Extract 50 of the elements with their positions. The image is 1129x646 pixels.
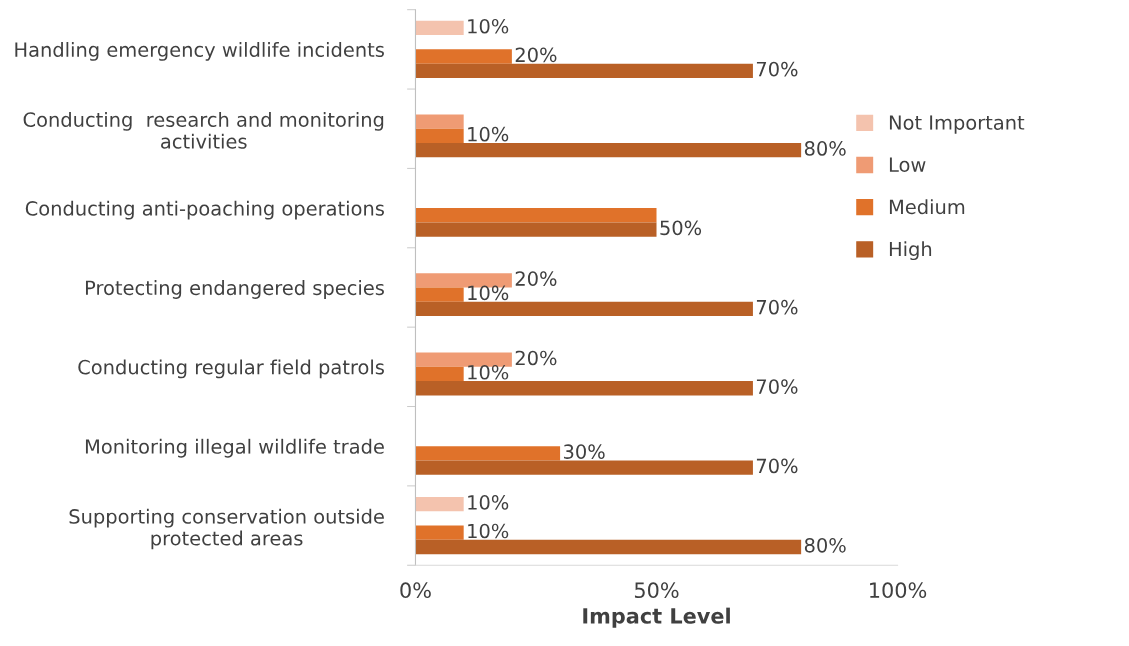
bar (415, 128, 464, 144)
bar (415, 143, 802, 158)
data-label: 20% (515, 271, 557, 286)
data-label: 10% (468, 495, 509, 510)
data-label: 10% (468, 18, 509, 34)
bar (415, 301, 753, 317)
data-label: 70% (756, 299, 798, 315)
data-label: 50% (660, 220, 702, 236)
bar (415, 366, 464, 382)
bar (415, 20, 464, 36)
data-label: 70% (756, 458, 798, 474)
data-label: 70% (756, 379, 798, 394)
y-tick-label: Conducting regular field patrols (78, 359, 384, 379)
y-tick-label: Supporting conservation outside protected areas (69, 508, 384, 550)
x-tick-label: 100% (870, 582, 927, 599)
y-tick-label: Conducting anti-poaching operations (25, 200, 384, 220)
legend-label: Low (889, 157, 926, 173)
legend-label: Not Important (889, 115, 1025, 134)
bar (415, 446, 561, 461)
bar (415, 222, 657, 237)
y-tick-label: Conducting research and monitoring activities (23, 111, 384, 149)
data-label: 20% (515, 47, 557, 63)
y-tick-label: Handling emergency wildlife incidents (15, 41, 384, 61)
bar (415, 287, 464, 302)
data-label: 80% (804, 141, 846, 156)
legend-label: High (889, 241, 932, 261)
x-axis-title: Impact Level (583, 607, 730, 628)
bar (415, 539, 802, 555)
x-tick-label: 0% (400, 582, 431, 599)
data-label: 80% (804, 537, 846, 553)
bar (415, 525, 464, 540)
bar (415, 352, 512, 367)
x-tick-label: 50% (634, 582, 679, 599)
bar (415, 381, 753, 396)
data-label: 30% (563, 444, 605, 459)
data-label: 10% (468, 364, 509, 380)
bar (415, 63, 753, 78)
legend-label: Medium (889, 199, 965, 215)
data-label: 10% (468, 126, 509, 142)
data-label: 10% (468, 285, 509, 301)
bar (415, 208, 657, 223)
bar (415, 497, 464, 512)
bar (415, 460, 753, 475)
y-tick-label: Monitoring illegal wildlife trade (85, 438, 384, 458)
data-label: 70% (756, 61, 798, 77)
bar (415, 49, 512, 64)
data-label: 10% (468, 523, 509, 539)
data-label: 20% (515, 350, 557, 366)
bar (415, 114, 464, 129)
y-tick-label: Protecting endangered species (85, 280, 384, 299)
